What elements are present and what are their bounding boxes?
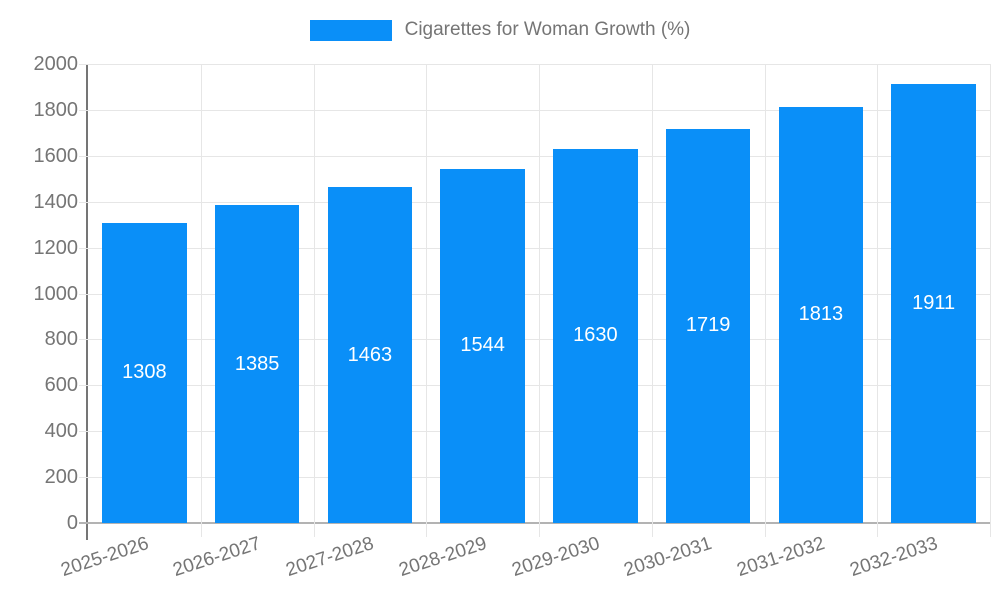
y-tick-label: 1000 (33, 282, 79, 305)
y-tick-label: 0 (66, 512, 78, 534)
bar: 1385 (214, 205, 300, 523)
y-gridline (79, 477, 990, 479)
x-gridline (200, 64, 202, 537)
x-tick-label: 2028-2029 (396, 533, 490, 582)
x-gridline (990, 64, 991, 537)
y-axis-line (86, 64, 88, 540)
x-gridline (539, 64, 540, 537)
bar: 1813 (778, 106, 864, 523)
y-tick-label: 1400 (33, 190, 79, 213)
y-gridline (79, 247, 990, 249)
bar-value-label: 1719 (685, 314, 731, 337)
x-tick-label: 2032-2033 (847, 533, 941, 582)
y-tick-label: 1600 (33, 144, 79, 167)
bar-value-label: 1385 (234, 352, 280, 375)
legend-swatch (309, 19, 392, 41)
x-tick-label: 2025-2026 (57, 533, 151, 582)
y-tick-label: 1800 (33, 98, 79, 121)
zero-line (79, 522, 990, 524)
y-gridline (79, 293, 990, 295)
x-gridline (764, 64, 766, 537)
y-tick-label: 2000 (33, 53, 79, 75)
legend: Cigarettes for Woman Growth (%) (0, 19, 1000, 41)
bar: 1719 (665, 128, 751, 523)
bar: 1544 (440, 168, 525, 523)
y-gridline (79, 64, 990, 65)
bar-value-label: 1911 (912, 292, 956, 315)
y-tick-label: 800 (44, 328, 78, 351)
bar-value-label: 1813 (798, 303, 844, 326)
y-tick-label: 400 (44, 420, 78, 443)
y-tick-label: 1200 (33, 236, 79, 259)
x-gridline (313, 64, 315, 537)
bar: 1308 (102, 222, 187, 523)
y-tick-label: 600 (44, 374, 78, 397)
bar: 1630 (553, 148, 638, 523)
x-gridline (426, 64, 428, 537)
bar-value-label: 1308 (122, 361, 167, 384)
x-gridline (651, 64, 653, 537)
bar: 1911 (891, 84, 976, 523)
x-tick-label: 2031-2032 (734, 533, 828, 582)
x-tick-label: 2026-2027 (170, 533, 264, 582)
y-gridline (79, 339, 990, 341)
x-gridline (877, 64, 879, 537)
y-gridline (79, 155, 990, 157)
bar-value-label: 1544 (460, 334, 505, 357)
plot-area: 0 200 400 600 800 1000 1200 1400 1600 1800 2000 130… (34, 53, 991, 581)
y-gridline (79, 431, 990, 433)
x-tick-label: 2030-2031 (621, 533, 715, 582)
y-gridline (79, 385, 990, 387)
x-tick-label: 2029-2030 (508, 533, 602, 582)
legend-label: Cigarettes for Woman Growth (%) (404, 19, 691, 40)
x-tick-label: 2027-2028 (283, 533, 377, 582)
bar-value-label: 1630 (573, 324, 618, 347)
bar: 1463 (327, 187, 413, 523)
y-tick-label: 200 (44, 466, 78, 489)
bar-value-label: 1463 (347, 343, 393, 366)
y-gridline (79, 109, 990, 111)
y-gridline (79, 201, 990, 203)
